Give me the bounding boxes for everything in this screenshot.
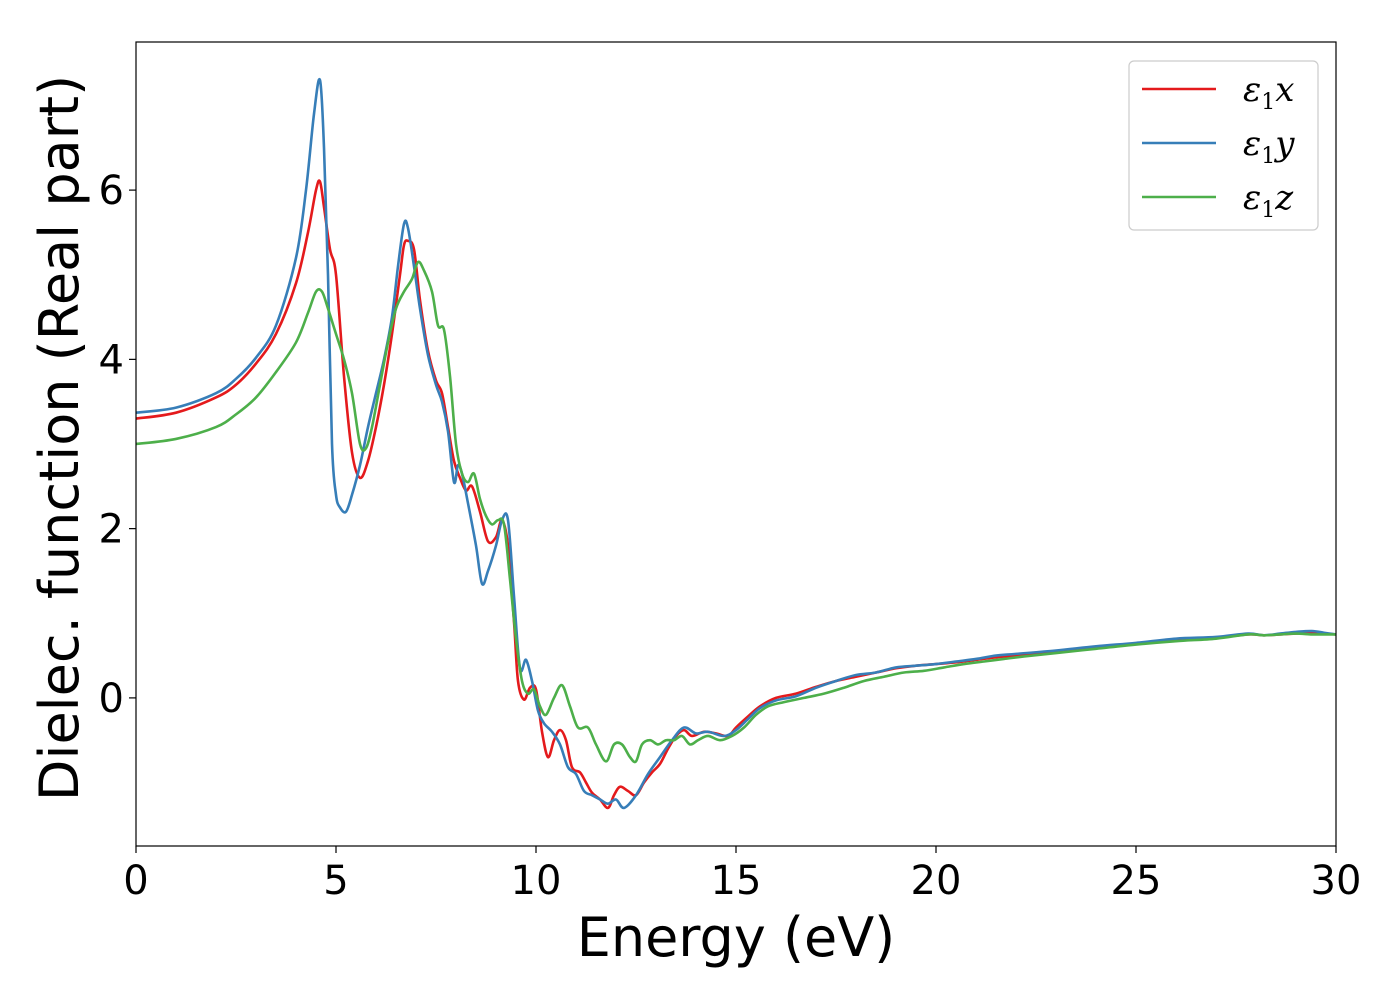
legend-label-z: ε1z	[1243, 178, 1294, 223]
y-tick-label: 4	[99, 337, 124, 383]
series-line-y	[135, 77, 1337, 810]
x-tick-label: 10	[511, 858, 562, 904]
y-tick-label: 2	[99, 507, 124, 553]
x-tick-label: 25	[1111, 858, 1162, 904]
series-line-z	[135, 260, 1337, 764]
x-tick-label: 20	[911, 858, 962, 904]
x-tick-label: 15	[711, 858, 762, 904]
x-tick-label: 30	[1311, 858, 1362, 904]
legend-label-y: ε1y	[1243, 124, 1295, 169]
legend-box	[1128, 60, 1319, 231]
legend-label-x: ε1x	[1243, 70, 1294, 115]
y-axis-title: Dielec. function (Real part)	[28, 75, 91, 801]
x-tick-label: 0	[123, 858, 148, 904]
y-tick-label: 6	[99, 168, 124, 214]
x-axis-title: Energy (eV)	[577, 906, 896, 969]
legend: ε1x ε1y ε1z	[1128, 60, 1319, 231]
x-tick-label: 5	[323, 858, 348, 904]
y-tick-label: 0	[99, 676, 124, 722]
plot-lines	[135, 77, 1337, 810]
y-axis: 0 2 4 6	[99, 168, 136, 722]
x-axis: 0 5 10 15 20 25 30	[123, 846, 1361, 904]
